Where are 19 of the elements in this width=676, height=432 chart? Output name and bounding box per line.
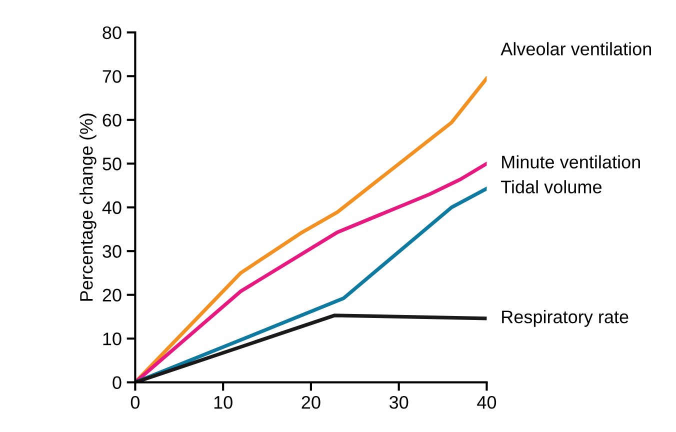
x-tick-label: 40 [477,396,496,409]
y-tick-label: 10 [103,332,122,346]
x-tick-label: 10 [214,396,232,409]
y-tick-label: 50 [102,158,122,170]
y-tick-label: 80 [102,26,122,40]
y-tick-label: 0 [112,376,122,390]
series-label: Minute ventilation [502,155,640,168]
series-label: Respiratory rate [502,310,628,327]
x-tick-label: 0 [130,396,140,409]
y-axis-title: Percentage change (%) [80,114,96,301]
y-tick-label: 30 [102,245,122,258]
y-tick-label: 40 [102,201,122,214]
x-tick-label: 30 [389,396,408,409]
y-tick-label: 60 [102,114,122,127]
y-tick-label: 20 [102,288,122,302]
y-tick-label: 70 [102,70,122,83]
x-tick-label: 20 [302,396,320,409]
series-label: Tidal volume [501,180,602,194]
series-label: Alveolar ventilation [500,42,651,56]
